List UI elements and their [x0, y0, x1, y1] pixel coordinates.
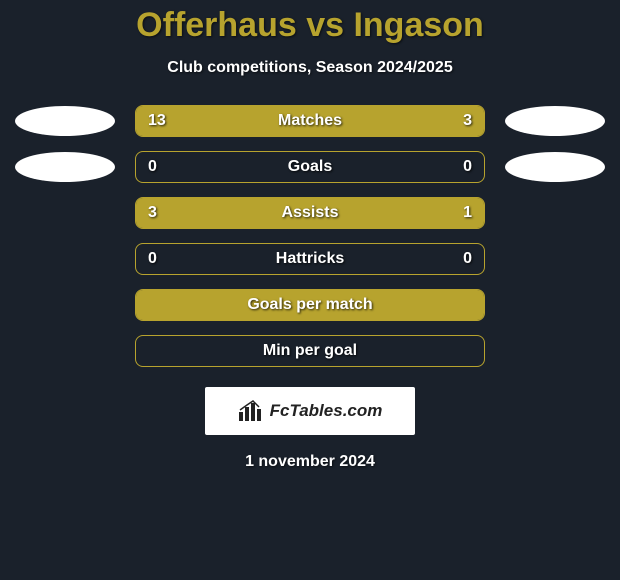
bar-label: Goals per match: [247, 296, 372, 314]
footer-date: 1 november 2024: [245, 453, 375, 471]
fctables-badge[interactable]: FcTables.com: [205, 387, 415, 435]
side-placeholder: [15, 336, 115, 366]
bar-value-left: 0: [148, 250, 157, 268]
side-placeholder: [15, 244, 115, 274]
comparison-card: Offerhaus vs Ingason Club competitions, …: [0, 0, 620, 471]
stat-bar: Goals per match: [135, 289, 485, 321]
stat-row: 3 1 Assists: [0, 197, 620, 229]
bar-left-fill: [136, 106, 407, 136]
bar-label: Goals: [288, 158, 332, 176]
bar-value-left: 3: [148, 204, 157, 222]
stat-row: 13 3 Matches: [0, 105, 620, 137]
side-placeholder: [15, 198, 115, 228]
stat-bar: 3 1 Assists: [135, 197, 485, 229]
side-placeholder: [505, 198, 605, 228]
bar-label: Hattricks: [276, 250, 344, 268]
stat-bar: 0 0 Hattricks: [135, 243, 485, 275]
bar-value-right: 0: [463, 250, 472, 268]
bar-value-left: 0: [148, 158, 157, 176]
side-placeholder: [505, 290, 605, 320]
bar-label: Min per goal: [263, 342, 357, 360]
page-subtitle: Club competitions, Season 2024/2025: [167, 59, 452, 77]
side-placeholder: [15, 290, 115, 320]
bar-chart-icon: [238, 400, 262, 422]
player-right-marker: [505, 152, 605, 182]
bar-value-right: 0: [463, 158, 472, 176]
stat-row: Min per goal: [0, 335, 620, 367]
stats-bars: 13 3 Matches 0 0 Goals 3 1 Assists 0 0 Hattricks Goa…: [0, 105, 620, 367]
bar-right-fill: [407, 106, 484, 136]
bar-left-fill: [136, 198, 394, 228]
player-right-marker: [505, 106, 605, 136]
bar-value-right: 3: [463, 112, 472, 130]
bar-label: Matches: [278, 112, 342, 130]
stat-bar: 13 3 Matches: [135, 105, 485, 137]
player-left-marker: [15, 106, 115, 136]
stat-bar: Min per goal: [135, 335, 485, 367]
stat-row: 0 0 Goals: [0, 151, 620, 183]
badge-text: FcTables.com: [270, 401, 383, 421]
side-placeholder: [505, 244, 605, 274]
stat-row: 0 0 Hattricks: [0, 243, 620, 275]
bar-value-right: 1: [463, 204, 472, 222]
bar-label: Assists: [282, 204, 339, 222]
player-left-marker: [15, 152, 115, 182]
stat-bar: 0 0 Goals: [135, 151, 485, 183]
bar-value-left: 13: [148, 112, 166, 130]
side-placeholder: [505, 336, 605, 366]
page-title: Offerhaus vs Ingason: [136, 6, 484, 45]
stat-row: Goals per match: [0, 289, 620, 321]
